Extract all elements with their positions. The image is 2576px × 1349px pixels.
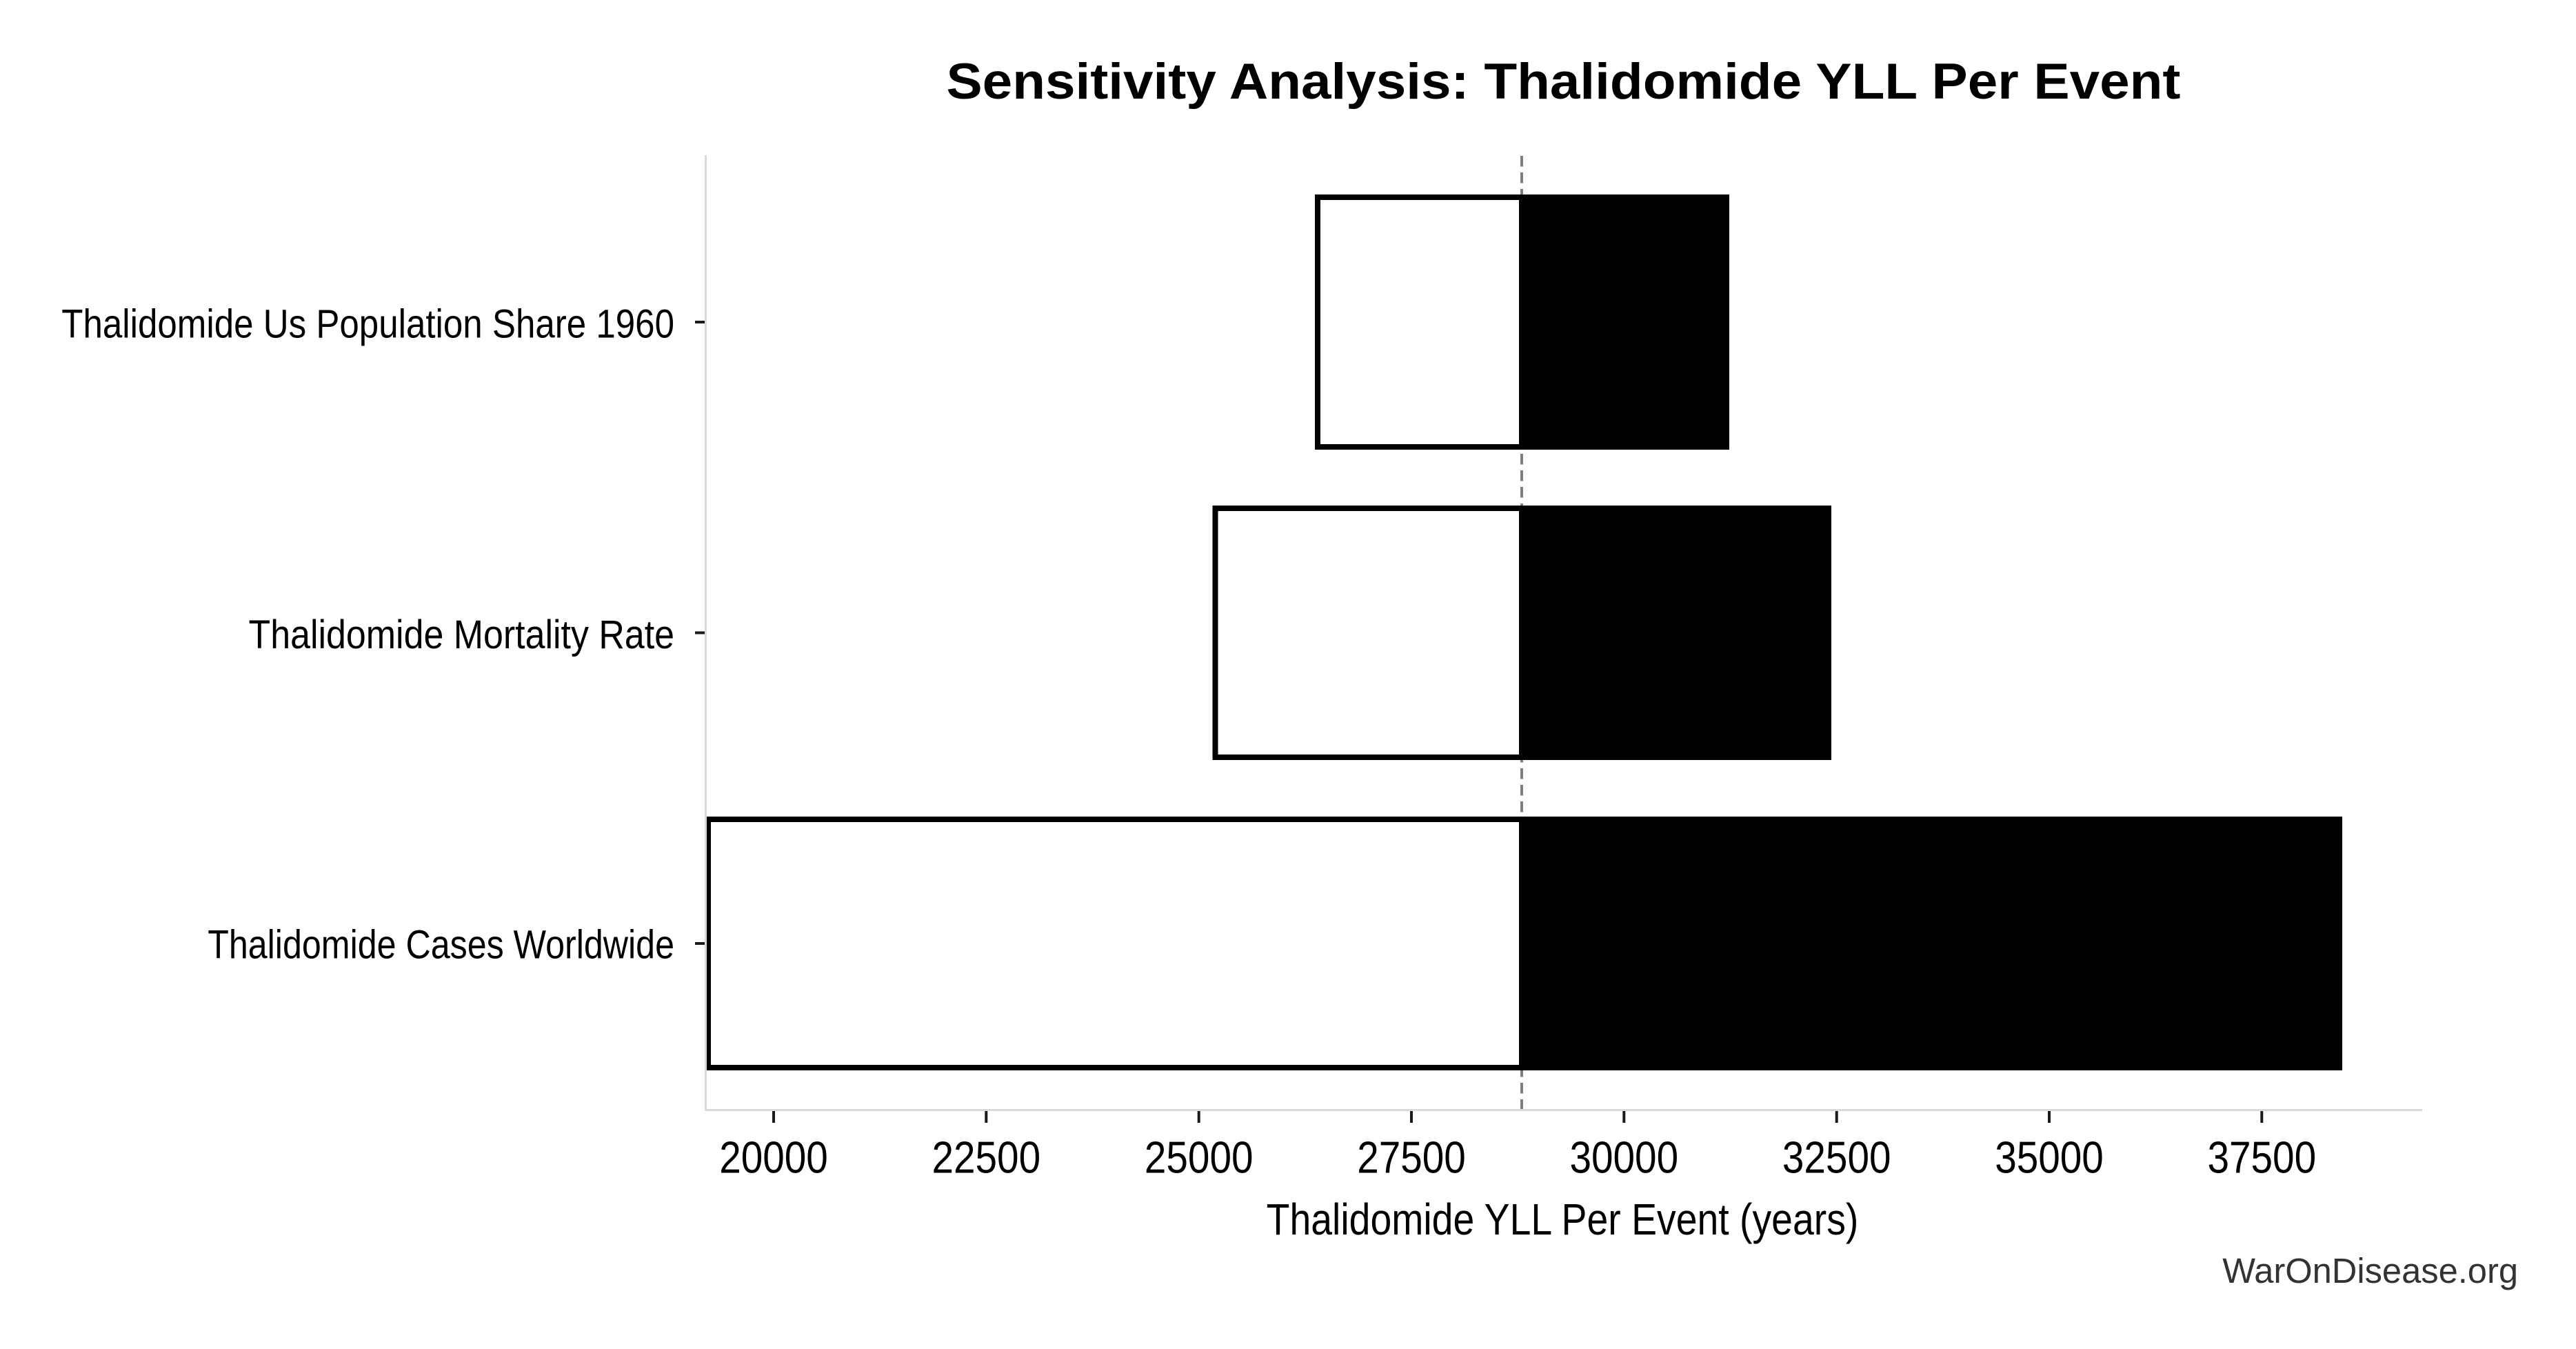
svg-text:32500: 32500 <box>1782 1133 1891 1183</box>
svg-text:20000: 20000 <box>719 1133 828 1183</box>
svg-text:27500: 27500 <box>1357 1133 1466 1183</box>
svg-text:35000: 35000 <box>1995 1133 2104 1183</box>
svg-text:25000: 25000 <box>1145 1133 1254 1183</box>
svg-text:Thalidomide YLL Per Event (yea: Thalidomide YLL Per Event (years) <box>1267 1195 1859 1244</box>
svg-text:22500: 22500 <box>932 1133 1041 1183</box>
svg-text:Sensitivity Analysis: Thalidom: Sensitivity Analysis: Thalidomide YLL Pe… <box>947 54 2181 110</box>
svg-text:Thalidomide Mortality Rate: Thalidomide Mortality Rate <box>249 612 675 657</box>
svg-text:WarOnDisease.org: WarOnDisease.org <box>2222 1251 2518 1290</box>
svg-text:Thalidomide Cases Worldwide: Thalidomide Cases Worldwide <box>208 923 674 968</box>
svg-text:Thalidomide Us Population Shar: Thalidomide Us Population Share 1960 <box>61 302 674 347</box>
svg-text:37500: 37500 <box>2208 1133 2317 1183</box>
svg-text:30000: 30000 <box>1570 1133 1679 1183</box>
